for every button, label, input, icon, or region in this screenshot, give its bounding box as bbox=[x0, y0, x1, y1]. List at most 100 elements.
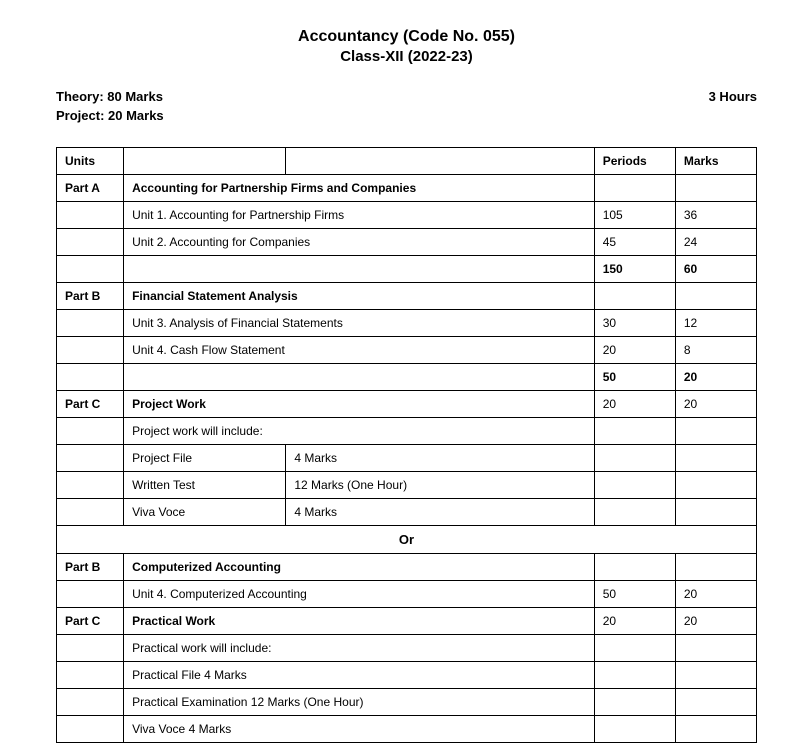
cell-blank bbox=[675, 472, 756, 499]
project-include-text: Project work will include: bbox=[124, 418, 595, 445]
table-row: Unit 4. Computerized Accounting 50 20 bbox=[57, 581, 757, 608]
table-row: Part C Practical Work 20 20 bbox=[57, 608, 757, 635]
table-row: 150 60 bbox=[57, 256, 757, 283]
table-row: 50 20 bbox=[57, 364, 757, 391]
cell-blank bbox=[57, 662, 124, 689]
written-test-marks: 12 Marks (One Hour) bbox=[286, 472, 594, 499]
info-block: Theory: 80 Marks 3 Hours Project: 20 Mar… bbox=[56, 89, 757, 123]
cell-blank bbox=[594, 662, 675, 689]
table-row: Part A Accounting for Partnership Firms … bbox=[57, 175, 757, 202]
unit2-marks: 24 bbox=[675, 229, 756, 256]
cell-blank bbox=[594, 554, 675, 581]
unit3-marks: 12 bbox=[675, 310, 756, 337]
document-header: Accountancy (Code No. 055) Class-XII (20… bbox=[56, 28, 757, 65]
theory-marks: Theory: 80 Marks bbox=[56, 89, 163, 104]
cell-blank bbox=[57, 337, 124, 364]
unit4-desc: Unit 4. Cash Flow Statement bbox=[124, 337, 595, 364]
cell-blank bbox=[675, 175, 756, 202]
table-row: Practical work will include: bbox=[57, 635, 757, 662]
unit4b-desc: Unit 4. Computerized Accounting bbox=[124, 581, 595, 608]
cell-blank bbox=[57, 364, 124, 391]
table-row: Project work will include: bbox=[57, 418, 757, 445]
project-file-label: Project File bbox=[124, 445, 286, 472]
part-a-title: Accounting for Partnership Firms and Com… bbox=[124, 175, 595, 202]
part-b-subtotal-periods: 50 bbox=[594, 364, 675, 391]
cell-blank bbox=[594, 689, 675, 716]
unit3-periods: 30 bbox=[594, 310, 675, 337]
unit3-desc: Unit 3. Analysis of Financial Statements bbox=[124, 310, 595, 337]
unit1-periods: 105 bbox=[594, 202, 675, 229]
part-c-periods: 20 bbox=[594, 391, 675, 418]
table-header-row: Units Periods Marks bbox=[57, 148, 757, 175]
cell-blank bbox=[675, 662, 756, 689]
table-row: Written Test 12 Marks (One Hour) bbox=[57, 472, 757, 499]
part-b2-label: Part B bbox=[57, 554, 124, 581]
table-row: Unit 2. Accounting for Companies 45 24 bbox=[57, 229, 757, 256]
practical-file-text: Practical File 4 Marks bbox=[124, 662, 595, 689]
header-periods: Periods bbox=[594, 148, 675, 175]
header-blank2 bbox=[286, 148, 594, 175]
table-row: Practical Examination 12 Marks (One Hour… bbox=[57, 689, 757, 716]
cell-blank bbox=[57, 418, 124, 445]
table-row: Part B Financial Statement Analysis bbox=[57, 283, 757, 310]
or-text: Or bbox=[57, 526, 757, 554]
cell-blank bbox=[57, 202, 124, 229]
part-b2-title: Computerized Accounting bbox=[124, 554, 595, 581]
cell-blank bbox=[57, 445, 124, 472]
cell-blank bbox=[57, 472, 124, 499]
unit4-marks: 8 bbox=[675, 337, 756, 364]
part-a-subtotal-marks: 60 bbox=[675, 256, 756, 283]
table-row: Part C Project Work 20 20 bbox=[57, 391, 757, 418]
cell-blank bbox=[675, 635, 756, 662]
table-row: Practical File 4 Marks bbox=[57, 662, 757, 689]
cell-blank bbox=[675, 283, 756, 310]
part-b-label: Part B bbox=[57, 283, 124, 310]
cell-blank bbox=[594, 499, 675, 526]
unit1-desc: Unit 1. Accounting for Partnership Firms bbox=[124, 202, 595, 229]
table-row: Part B Computerized Accounting bbox=[57, 554, 757, 581]
practical-include-text: Practical work will include: bbox=[124, 635, 595, 662]
part-c-title: Project Work bbox=[124, 391, 595, 418]
syllabus-table: Units Periods Marks Part A Accounting fo… bbox=[56, 147, 757, 743]
or-row: Or bbox=[57, 526, 757, 554]
table-row: Unit 1. Accounting for Partnership Firms… bbox=[57, 202, 757, 229]
header-blank1 bbox=[124, 148, 286, 175]
cell-blank bbox=[675, 499, 756, 526]
unit4b-periods: 50 bbox=[594, 581, 675, 608]
unit4-periods: 20 bbox=[594, 337, 675, 364]
document-title: Accountancy (Code No. 055) bbox=[56, 28, 757, 46]
cell-blank bbox=[594, 716, 675, 743]
cell-blank bbox=[57, 310, 124, 337]
cell-blank bbox=[57, 499, 124, 526]
cell-blank bbox=[594, 635, 675, 662]
part-b-subtotal-marks: 20 bbox=[675, 364, 756, 391]
cell-blank bbox=[57, 581, 124, 608]
viva-voce-label: Viva Voce bbox=[124, 499, 286, 526]
viva-voce-marks: 4 Marks bbox=[286, 499, 594, 526]
table-row: Viva Voce 4 Marks bbox=[57, 499, 757, 526]
cell-blank bbox=[675, 445, 756, 472]
unit4b-marks: 20 bbox=[675, 581, 756, 608]
practical-exam-text: Practical Examination 12 Marks (One Hour… bbox=[124, 689, 595, 716]
part-c2-title: Practical Work bbox=[124, 608, 595, 635]
duration: 3 Hours bbox=[709, 89, 757, 104]
document-subtitle: Class-XII (2022-23) bbox=[56, 48, 757, 65]
part-c2-periods: 20 bbox=[594, 608, 675, 635]
written-test-label: Written Test bbox=[124, 472, 286, 499]
table-row: Unit 3. Analysis of Financial Statements… bbox=[57, 310, 757, 337]
cell-blank bbox=[124, 364, 595, 391]
cell-blank bbox=[675, 689, 756, 716]
cell-blank bbox=[57, 635, 124, 662]
cell-blank bbox=[57, 689, 124, 716]
cell-blank bbox=[57, 229, 124, 256]
table-row: Unit 4. Cash Flow Statement 20 8 bbox=[57, 337, 757, 364]
part-c2-marks: 20 bbox=[675, 608, 756, 635]
viva-voce2-text: Viva Voce 4 Marks bbox=[124, 716, 595, 743]
cell-blank bbox=[675, 418, 756, 445]
cell-blank bbox=[594, 445, 675, 472]
part-c-label: Part C bbox=[57, 391, 124, 418]
table-row: Project File 4 Marks bbox=[57, 445, 757, 472]
cell-blank bbox=[594, 418, 675, 445]
header-marks: Marks bbox=[675, 148, 756, 175]
cell-blank bbox=[57, 256, 124, 283]
